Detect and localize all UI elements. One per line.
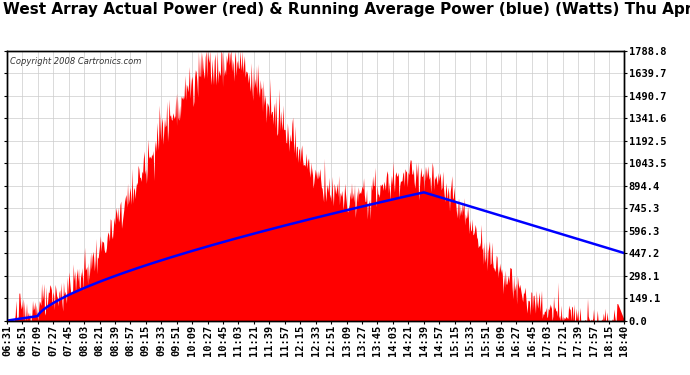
Text: Copyright 2008 Cartronics.com: Copyright 2008 Cartronics.com <box>10 57 141 66</box>
Text: West Array Actual Power (red) & Running Average Power (blue) (Watts) Thu Apr 3 1: West Array Actual Power (red) & Running … <box>3 2 690 17</box>
